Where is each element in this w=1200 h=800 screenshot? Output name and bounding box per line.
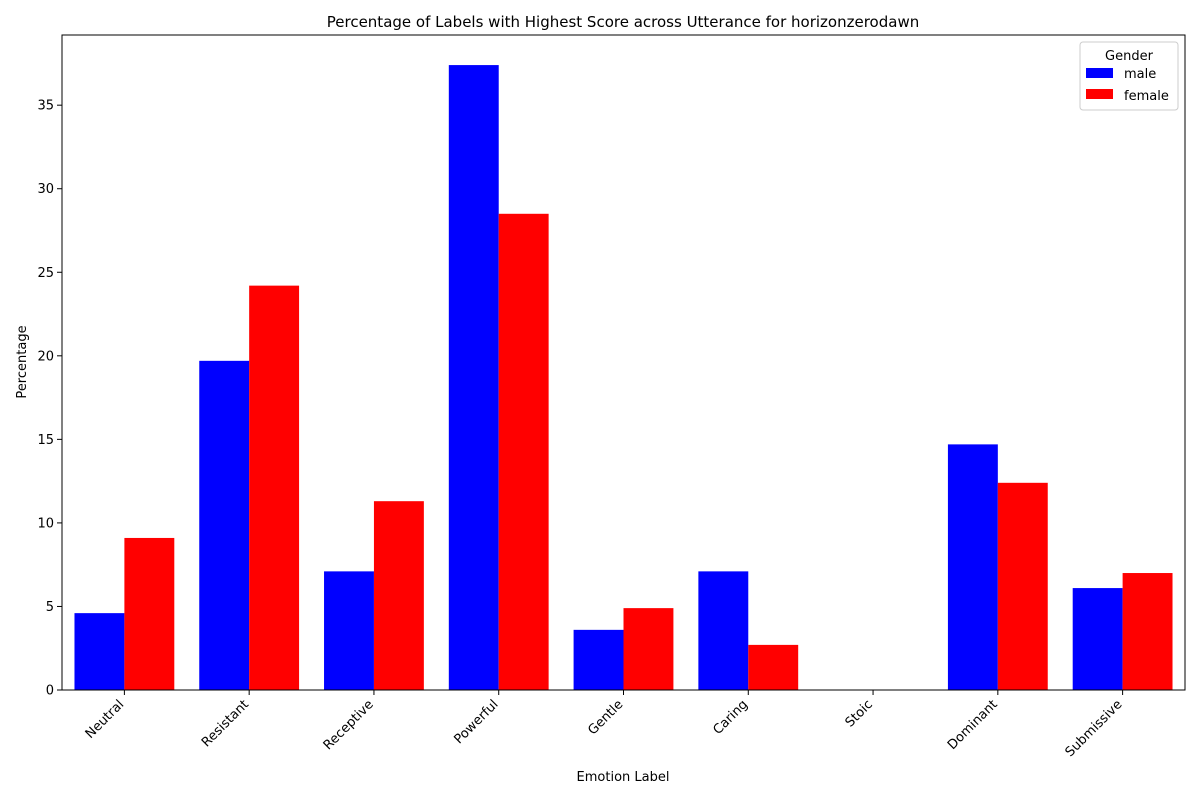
legend-label-female: female bbox=[1124, 89, 1169, 104]
bar-male-powerful bbox=[448, 65, 499, 690]
bar-female-powerful bbox=[498, 213, 549, 690]
bar-female-receptive bbox=[373, 501, 424, 690]
y-tick-label: 35 bbox=[37, 99, 54, 114]
bar-male-dominant bbox=[947, 444, 998, 690]
bar-female-neutral bbox=[124, 537, 175, 690]
y-tick-label: 20 bbox=[37, 349, 54, 364]
chart-title: Percentage of Labels with Highest Score … bbox=[327, 13, 919, 31]
bar-male-submissive bbox=[1072, 588, 1123, 690]
bar-male-caring bbox=[698, 571, 749, 690]
bars-group bbox=[74, 65, 1173, 690]
y-tick-label: 30 bbox=[37, 182, 54, 197]
bar-female-caring bbox=[748, 644, 799, 690]
y-tick-label: 10 bbox=[37, 516, 54, 531]
legend-swatch-female bbox=[1086, 89, 1113, 99]
y-tick-label: 5 bbox=[46, 600, 54, 615]
bar-female-resistant bbox=[249, 285, 300, 690]
y-tick-label: 0 bbox=[46, 684, 54, 699]
y-axis-label: Percentage bbox=[15, 325, 30, 398]
bar-female-gentle bbox=[623, 608, 674, 690]
legend-title: Gender bbox=[1105, 49, 1154, 64]
legend-swatch-male bbox=[1086, 68, 1113, 78]
bar-female-dominant bbox=[997, 482, 1048, 690]
bar-male-receptive bbox=[324, 571, 374, 690]
bar-male-gentle bbox=[573, 629, 624, 690]
bar-male-resistant bbox=[199, 360, 250, 690]
x-axis-label: Emotion Label bbox=[577, 770, 670, 785]
y-tick-label: 25 bbox=[37, 266, 54, 281]
bar-female-submissive bbox=[1122, 573, 1173, 690]
legend-label-male: male bbox=[1124, 67, 1156, 82]
y-tick-label: 15 bbox=[37, 433, 54, 448]
y-axis: 0 5 10 15 20 25 30 35 bbox=[37, 99, 62, 699]
legend: Gender male female bbox=[1079, 41, 1179, 111]
bar-male-neutral bbox=[74, 613, 125, 690]
